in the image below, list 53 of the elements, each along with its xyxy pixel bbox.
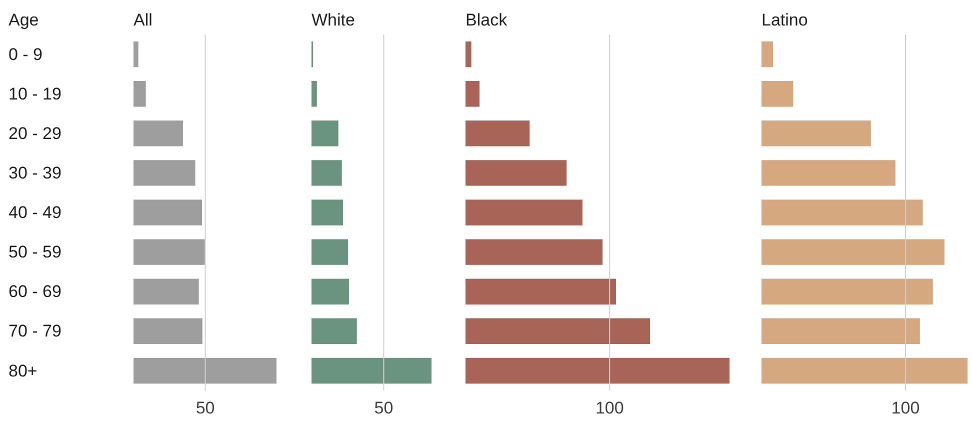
- bar: [762, 239, 944, 265]
- bar: [762, 278, 933, 304]
- bar: [466, 278, 616, 304]
- bar: [134, 41, 138, 68]
- bar: [134, 239, 205, 265]
- y-tick-label: 40 - 49: [8, 203, 62, 222]
- text: 100: [891, 398, 920, 418]
- y-tick-label: 80+: [8, 362, 38, 381]
- y-tick-label: 50 - 59: [8, 242, 62, 262]
- text: 100: [595, 398, 624, 418]
- bar: [312, 120, 338, 146]
- bar: [312, 278, 349, 304]
- bar: [762, 318, 920, 344]
- bar: [134, 358, 276, 384]
- y-tick-label: 60 - 69: [8, 282, 62, 302]
- bar: [762, 358, 968, 384]
- bar: [312, 80, 317, 107]
- bar: [466, 200, 582, 226]
- y-tick-label: 30 - 39: [8, 163, 62, 182]
- bar: [466, 80, 480, 107]
- y-axis-title: Age: [8, 10, 39, 30]
- chart-title: White: [312, 10, 355, 30]
- chart-title: Latino: [762, 10, 808, 30]
- bar: [466, 358, 730, 384]
- bar: [762, 200, 923, 226]
- text: 50: [374, 398, 394, 418]
- chart-title: All: [134, 10, 152, 30]
- bar: [312, 200, 344, 226]
- y-tick-label: 20 - 29: [8, 124, 62, 143]
- bar: [134, 278, 199, 304]
- bar: [466, 318, 650, 344]
- bar: [466, 160, 567, 186]
- bar: [134, 120, 183, 146]
- bar: [466, 120, 530, 146]
- bar: [134, 200, 202, 226]
- bar: [762, 160, 896, 186]
- bar: [312, 160, 342, 186]
- chart-title: Black: [466, 10, 508, 30]
- bar: [312, 318, 357, 344]
- text: 50: [196, 398, 215, 418]
- bar: [134, 318, 202, 344]
- bar: [134, 160, 196, 186]
- bar: [762, 41, 774, 68]
- bar: [312, 358, 432, 384]
- bar: [466, 41, 472, 68]
- bar: [312, 239, 348, 265]
- y-tick-label: 0 - 9: [8, 44, 43, 64]
- bar: [762, 120, 871, 146]
- bar: [134, 80, 146, 107]
- y-tick-label: 70 - 79: [8, 322, 62, 341]
- bar: [762, 80, 794, 107]
- bar: [466, 239, 603, 265]
- y-tick-label: 10 - 19: [8, 84, 62, 104]
